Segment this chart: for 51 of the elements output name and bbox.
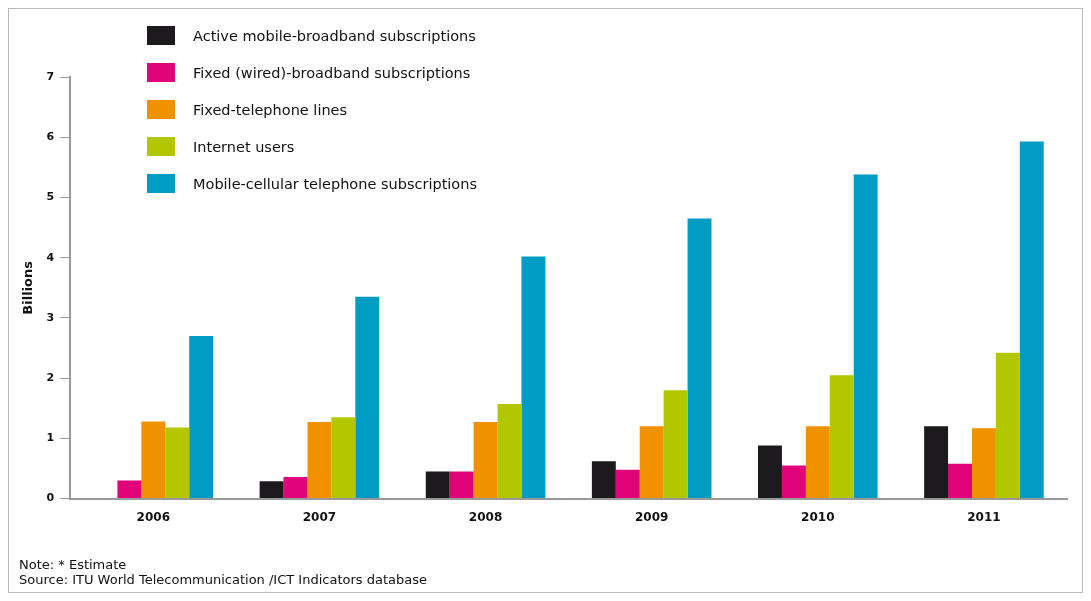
bar: [473, 422, 498, 499]
bar: [497, 404, 522, 499]
y-axis-title: Billions: [20, 260, 36, 315]
y-tick-label: 2: [46, 371, 55, 384]
text: Note: * Estimate: [19, 557, 128, 572]
bar: [449, 471, 474, 499]
bar: [758, 445, 782, 499]
legend-label: Active mobile-broadband subscriptions: [193, 27, 476, 44]
legend-label: Fixed (wired)-broadband subscriptions: [193, 64, 471, 81]
bar: [639, 426, 664, 499]
bar: [355, 296, 380, 499]
y-tick-label: 4: [46, 250, 55, 264]
bar: [663, 390, 688, 499]
bar: [924, 426, 949, 499]
x-tick-label: 2006: [136, 509, 171, 524]
y-tick-label: 1: [46, 431, 55, 445]
bar: [781, 465, 806, 499]
x-tick-label: 2011: [967, 509, 1001, 524]
bar: [995, 352, 1020, 499]
bar: [307, 422, 332, 499]
bar: [425, 471, 450, 499]
y-tick-label: 5: [46, 190, 55, 204]
legend-label: Mobile-cellular telephone subscriptions: [193, 175, 477, 192]
x-tick-label: 2009: [634, 509, 669, 524]
bar: [971, 428, 996, 499]
y-tick-label: 6: [46, 130, 55, 144]
bar: [189, 335, 214, 499]
x-tick-label: 2007: [302, 509, 337, 524]
y-tick-label: 3: [46, 310, 55, 324]
bar: [805, 426, 830, 499]
bar: [117, 480, 142, 499]
bar: [1019, 141, 1044, 499]
bar: [829, 375, 854, 499]
bar: [521, 256, 546, 499]
legend-label: Internet users: [193, 138, 295, 155]
bar: [141, 421, 166, 499]
bar: [687, 218, 712, 499]
x-tick-label: 2010: [801, 509, 835, 524]
bar: [591, 461, 616, 499]
bar: [853, 174, 878, 499]
bar: [615, 469, 640, 499]
y-tick-label: 0: [46, 491, 55, 505]
bar: [259, 481, 284, 499]
bar: [331, 417, 356, 499]
y-tick-label: 7: [46, 69, 55, 83]
bar: [948, 463, 972, 499]
bar: [165, 427, 190, 499]
bar: [283, 476, 308, 499]
source-note: Source: ITU World Telecommunication /ICT Indicators database: [19, 572, 428, 587]
legend-label: Fixed-telephone lines: [193, 101, 348, 118]
x-tick-label: 2008: [468, 509, 503, 524]
